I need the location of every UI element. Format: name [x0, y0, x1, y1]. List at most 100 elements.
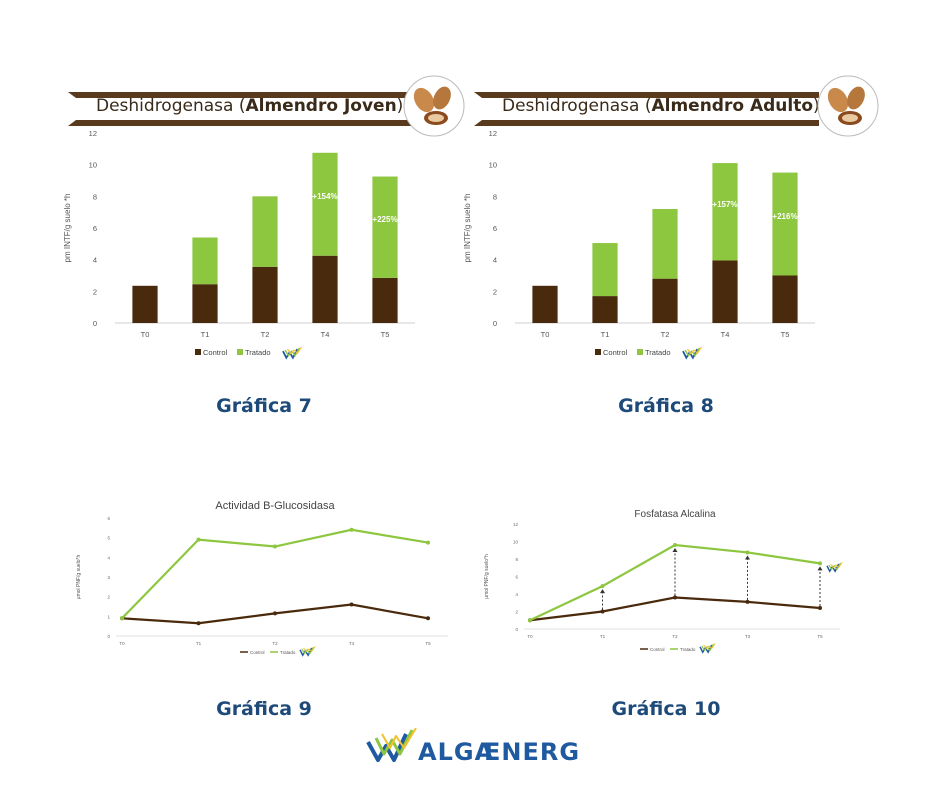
y-axis-label: μmol PNF/g suelo*h — [484, 554, 490, 599]
legend-label-control: Control — [203, 348, 228, 357]
legend-logo-mark — [703, 642, 716, 650]
data-point-control — [600, 609, 605, 614]
chart-title: Fosfatasa Alcalina — [634, 509, 716, 520]
legend-swatch-control — [195, 349, 201, 355]
y-tick-label: 4 — [93, 256, 97, 265]
bar-tratado — [252, 196, 278, 267]
bar-tratado — [192, 237, 218, 285]
bar-tratado — [592, 243, 618, 297]
x-tick-label: T2 — [261, 330, 270, 339]
y-tick-label: 12 — [513, 522, 519, 527]
legend-label-tratado: Tratado — [280, 650, 296, 655]
chart8-title: Deshidrogenasa (Almendro Adulto) — [502, 96, 820, 116]
x-tick-label: T1 — [601, 330, 610, 339]
legend-logo-mark — [830, 561, 843, 569]
logo-text-energy: ENERGY — [484, 738, 578, 766]
y-tick-label: 2 — [93, 287, 97, 296]
y-tick-label: 6 — [93, 224, 97, 233]
y-tick-label: 10 — [489, 161, 497, 170]
y-tick-label: 4 — [515, 592, 518, 597]
y-tick-label: 4 — [493, 256, 497, 265]
bar-control — [532, 285, 558, 323]
chart-title: Actividad B-Glucosidasa — [215, 500, 335, 512]
almond-icon — [402, 74, 466, 138]
caption-grafica-10: Gráfica 10 — [611, 698, 721, 720]
y-tick-label: 6 — [515, 575, 518, 580]
data-point-control — [818, 606, 822, 610]
legend-label-tratado: Tratado — [680, 647, 696, 652]
legend-label-control: Control — [650, 647, 665, 652]
bar-annotation: +157% — [712, 200, 737, 209]
almond-icon — [816, 74, 880, 138]
data-point-tratado — [196, 537, 201, 542]
y-tick-label: 3 — [107, 575, 110, 580]
bar-control — [772, 275, 798, 323]
legend-label-control: Control — [603, 348, 628, 357]
caption-grafica-9: Gráfica 9 — [216, 698, 312, 720]
bar-control — [652, 278, 678, 323]
x-tick-label: T5 — [781, 330, 790, 339]
x-tick-label: T4 — [321, 330, 330, 339]
logo-text-alga: ALGA — [418, 738, 494, 766]
y-tick-label: 0 — [493, 319, 497, 328]
bar-annotation: +216% — [772, 212, 797, 221]
y-tick-label: 4 — [107, 555, 110, 560]
chart8-bar-chart: pm INTF/g suelo *h 0 2 4 6 8 10 12 T0 T1 T2 T4 +157%… — [463, 129, 815, 360]
caption-grafica-7: Gráfica 7 — [216, 395, 312, 417]
data-point-control — [273, 611, 277, 616]
x-tick-label: T5 — [817, 634, 823, 639]
data-point-tratado — [673, 543, 677, 547]
y-tick-label: 12 — [489, 129, 497, 138]
y-tick-label: 10 — [89, 161, 97, 170]
legend-label-tratado: Tratado — [645, 348, 671, 357]
x-tick-label: T4 — [721, 330, 730, 339]
y-tick-label: 0 — [515, 627, 518, 632]
y-tick-label: 8 — [93, 192, 97, 201]
legend-logo-mark — [686, 346, 703, 355]
x-tick-label: T2 — [661, 330, 670, 339]
y-tick-label: 0 — [93, 319, 97, 328]
y-tick-label: 8 — [493, 192, 497, 201]
y-tick-label: 12 — [89, 129, 97, 138]
arrow-head — [745, 555, 750, 560]
arrow-head — [672, 548, 678, 552]
bar-control — [132, 285, 158, 323]
chart7-bar-chart: pm INTF/g suelo *h 0 2 4 6 8 10 12 T0 T1 T2 T4 +154%… — [63, 129, 415, 360]
bar-control — [372, 277, 398, 323]
x-tick-label: T1 — [196, 641, 202, 646]
y-tick-label: 10 — [513, 540, 519, 545]
y-tick-label: 8 — [515, 557, 518, 562]
x-tick-label: T3 — [745, 634, 751, 639]
legend-swatch-control — [595, 349, 601, 355]
bar-tratado — [772, 172, 798, 276]
data-point-tratado — [273, 544, 277, 549]
bar-tratado — [372, 176, 398, 278]
x-tick-label: T0 — [527, 634, 533, 639]
series-line-tratado — [121, 528, 429, 620]
chart10-line-chart: Fosfatasa Alcalina μmol PNF/g suelo*h 0 2 4 6… — [484, 509, 843, 654]
chart7-title: Deshidrogenasa (Almendro Joven) — [96, 96, 404, 116]
bar-control — [252, 266, 278, 323]
x-tick-label: T0 — [119, 641, 125, 646]
x-tick-label: T0 — [141, 330, 150, 339]
data-point-tratado — [120, 616, 124, 621]
x-tick-label: T5 — [425, 641, 431, 646]
x-tick-label: T2 — [272, 641, 278, 646]
data-point-tratado — [600, 584, 605, 589]
x-tick-label: T1 — [201, 330, 210, 339]
x-tick-label: T4 — [349, 641, 355, 646]
y-axis-label: μmol PNF/g suelo*h — [76, 555, 82, 600]
data-point-control — [196, 621, 201, 626]
algaenergy-logo: ALGA ENERGY — [366, 727, 597, 768]
legend-swatch-tratado — [237, 349, 243, 355]
bar-control — [312, 255, 338, 323]
banner-ribbon-shape — [68, 92, 413, 126]
x-tick-label: T0 — [541, 330, 550, 339]
chart7-banner: Deshidrogenasa (Almendro Joven) — [68, 92, 413, 126]
y-axis-label: pm INTF/g suelo *h — [463, 194, 472, 263]
bar-control — [592, 296, 618, 323]
data-point-tratado — [528, 618, 532, 623]
bar-tratado — [652, 209, 678, 279]
y-tick-label: 1 — [107, 614, 110, 619]
bar-control — [192, 284, 218, 323]
